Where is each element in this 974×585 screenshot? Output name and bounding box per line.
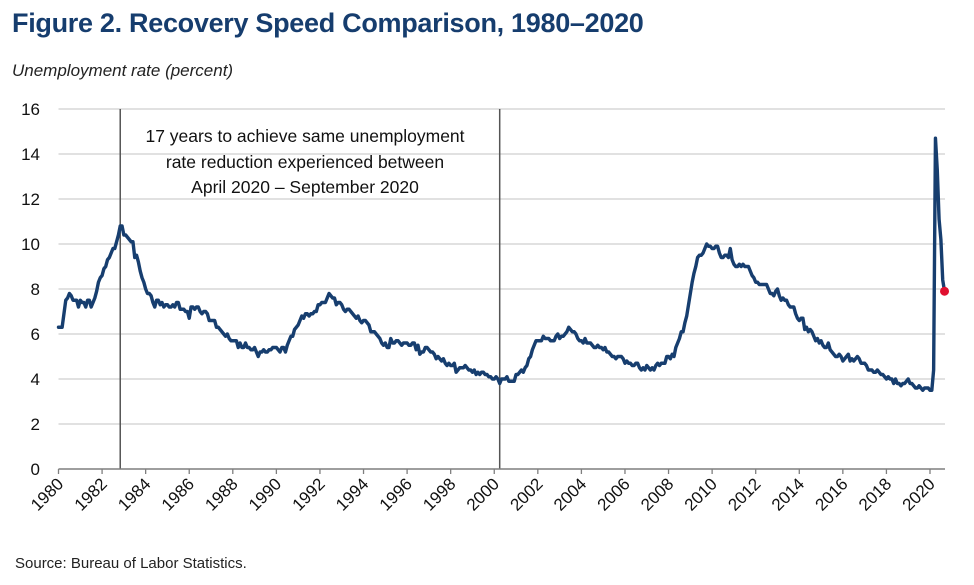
y-tick-label-4: 4 [31,370,40,389]
x-tick-label-2010: 2010 [681,474,721,514]
reference-lines [119,109,501,469]
x-axis: 1980 1982 1984 1986 1988 1990 1992 1994 1996 1998… [27,468,945,515]
x-tick-label-2008: 2008 [637,474,677,514]
y-tick-label-8: 8 [31,280,40,299]
x-tick-label-2012: 2012 [724,474,764,514]
y-tick-label-10: 10 [21,235,40,254]
x-tick-label-2018: 2018 [855,474,895,514]
annotation-line-1: 17 years to achieve same unemployment [145,126,464,146]
annotation-line-3: April 2020 – September 2020 [191,177,419,197]
x-tick-label-1990: 1990 [245,474,285,514]
x-tick-label-1988: 1988 [201,474,241,514]
x-tick-label-1984: 1984 [114,474,154,514]
x-tick-label-2006: 2006 [594,474,634,514]
x-tick-label-1994: 1994 [332,474,372,514]
highlight-point-sep-2020 [940,286,950,296]
source-note: Source: Bureau of Labor Statistics. [15,555,247,572]
series-unemployment-rate [56,136,950,392]
x-tick-label-1992: 1992 [289,474,329,514]
x-tick-label-2004: 2004 [550,474,590,514]
y-tick-label-16: 16 [21,100,40,119]
y-axis-title: Unemployment rate (percent) [12,61,234,80]
x-tick-label-2020: 2020 [899,474,939,514]
x-tick-label-1998: 1998 [419,474,459,514]
x-tick-label-1996: 1996 [376,474,416,514]
x-tick-label-2016: 2016 [811,474,851,514]
x-tick-label-2014: 2014 [768,474,808,514]
y-tick-label-0: 0 [31,460,40,479]
x-tick-label-2000: 2000 [463,474,503,514]
annotation-line-2: rate reduction experienced between [166,152,444,172]
series-line-unemployment-rate [56,136,947,392]
x-tick-label-1980: 1980 [27,474,67,514]
x-tick-label-1982: 1982 [71,474,111,514]
y-tick-label-6: 6 [31,325,40,344]
x-tick-label-2002: 2002 [506,474,546,514]
x-tick-label-1986: 1986 [158,474,198,514]
y-tick-label-12: 12 [21,190,40,209]
y-tick-label-14: 14 [21,145,40,164]
y-axis-ticks: 0 2 4 6 8 10 12 14 16 [21,100,40,479]
chart-title: Figure 2. Recovery Speed Comparison, 198… [12,8,644,38]
annotation: 17 years to achieve same unemployment ra… [145,126,464,197]
y-tick-label-2: 2 [31,415,40,434]
